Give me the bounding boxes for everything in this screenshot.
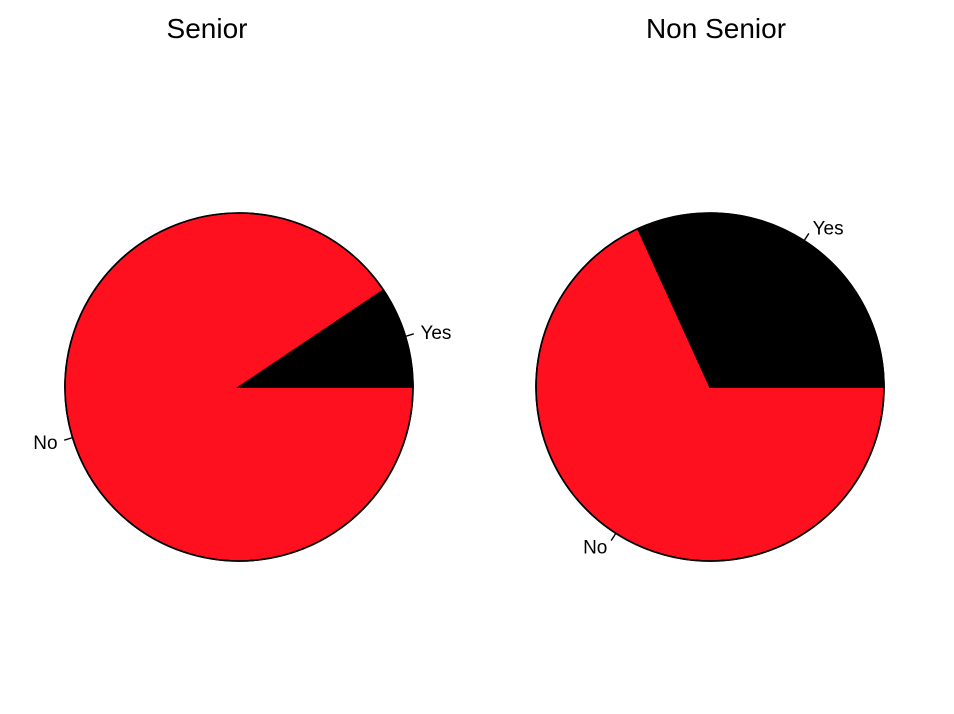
pie-label-no: No	[583, 537, 607, 558]
pie-label-yes: Yes	[420, 323, 451, 344]
pie-leader-line	[803, 232, 810, 242]
pie-label-yes: Yes	[813, 219, 844, 240]
pie-labels: No Yes	[33, 323, 451, 454]
pie-title: Senior	[167, 13, 248, 44]
pie-panel-senior: Senior No Yes	[33, 13, 451, 562]
pie-labels: No Yes	[583, 219, 844, 559]
pie-outline	[535, 212, 885, 562]
pie-title: Non Senior	[646, 13, 786, 44]
pie-label-no: No	[33, 433, 57, 454]
pie-leader-line	[610, 532, 617, 542]
pie-outline	[64, 212, 414, 562]
pie-slices	[535, 212, 885, 562]
pie-slices	[64, 212, 414, 562]
pie-leader-line	[405, 333, 414, 338]
pie-leader-line	[64, 436, 73, 441]
pie-panel-non-senior: Non Senior No Yes	[535, 13, 885, 562]
